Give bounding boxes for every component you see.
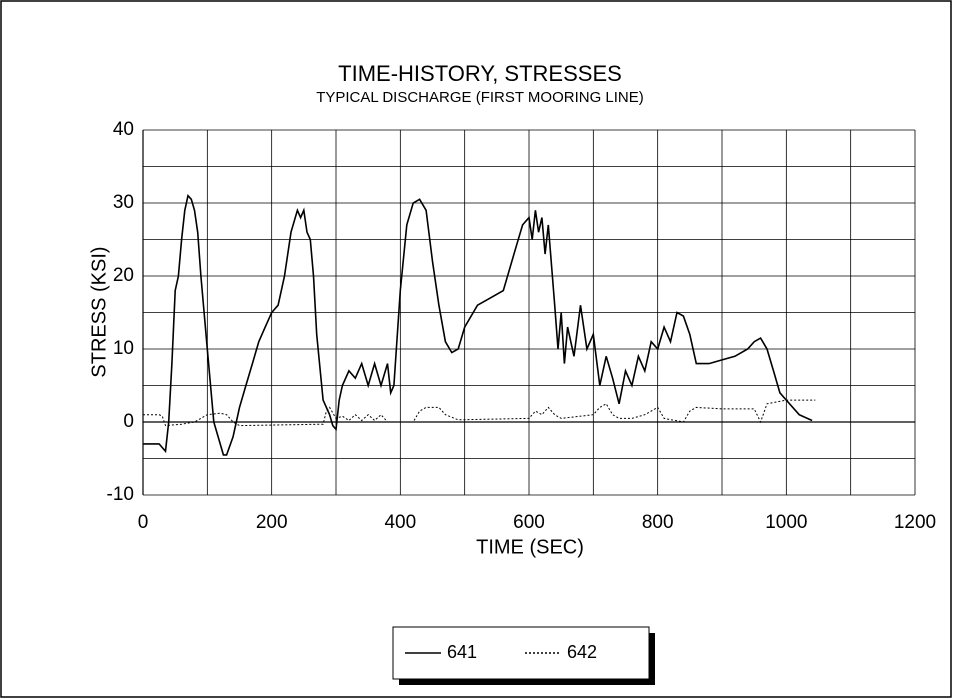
chart-title: TIME-HISTORY, STRESSES (338, 61, 622, 86)
x-tick-label: 600 (513, 512, 545, 533)
x-tick-label: 400 (384, 512, 416, 533)
legend-label: 641 (447, 642, 477, 662)
x-tick-label: 1000 (765, 512, 807, 533)
x-axis-label: TIME (SEC) (476, 536, 584, 558)
chart-subtitle: TYPICAL DISCHARGE (FIRST MOORING LINE) (316, 89, 644, 106)
legend-label: 642 (567, 642, 597, 662)
x-tick-label: 1200 (894, 512, 936, 533)
x-tick-label: 0 (138, 512, 149, 533)
series-line (143, 399, 816, 427)
y-tick-label: -10 (107, 484, 134, 505)
y-tick-label: 40 (113, 119, 134, 140)
x-tick-label: 200 (256, 512, 288, 533)
x-tick-label: 800 (642, 512, 674, 533)
y-tick-label: 0 (123, 411, 134, 432)
y-tick-label: 30 (113, 192, 134, 213)
series-line (143, 194, 813, 456)
y-tick-label: 10 (113, 338, 134, 359)
y-tick-label: 20 (113, 265, 134, 286)
y-axis-label: STRESS (KSI) (88, 246, 110, 377)
